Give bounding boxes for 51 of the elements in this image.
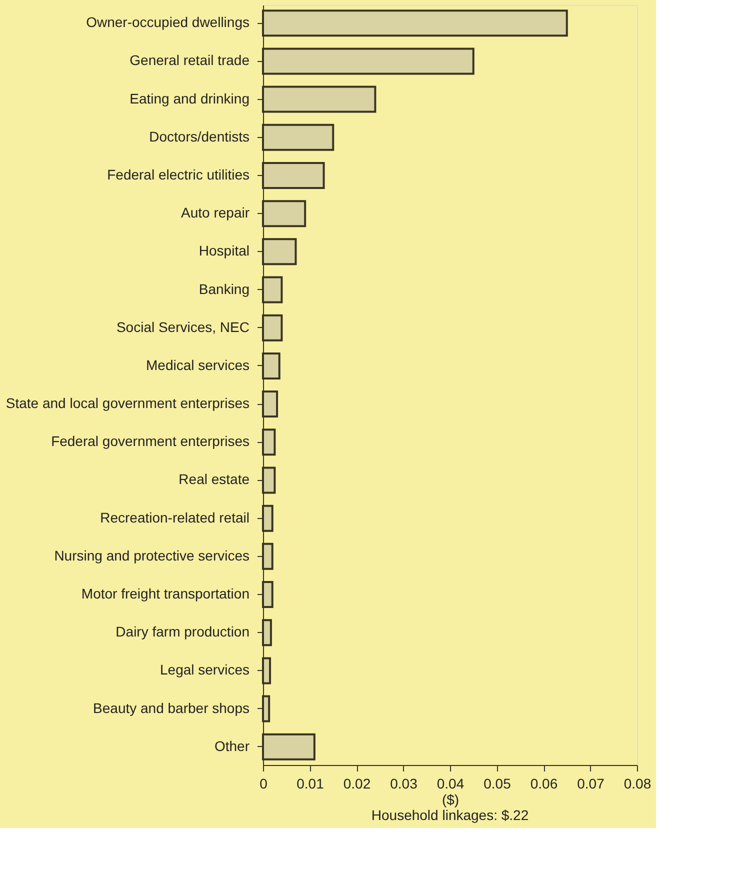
x-tick-label: 0.07: [577, 776, 605, 792]
y-tick-label: State and local government enterprises: [6, 395, 250, 412]
text: Household linkages: $.22: [371, 807, 529, 823]
bar: [262, 695, 270, 722]
bar: [262, 10, 568, 37]
bar: [262, 466, 276, 494]
x-tick-label: 0: [260, 776, 268, 792]
x-axis-title: ($): [442, 792, 460, 808]
x-tick-label: 0.03: [390, 776, 418, 792]
y-tick-label: Other: [214, 738, 250, 754]
bar: [262, 619, 272, 646]
y-tick-label: Recreation-related retail: [100, 509, 250, 526]
bar: [262, 657, 272, 684]
x-tick-label: 0.04: [436, 776, 464, 792]
y-tick-label: Dairy farm production: [116, 624, 250, 640]
y-tick-label: Beauty and barber shops: [93, 700, 250, 716]
bar: [262, 48, 474, 75]
y-tick-label: General retail trade: [130, 52, 250, 68]
bar: [262, 428, 276, 456]
x-tick-label: 0.08: [624, 776, 652, 792]
x-tick-label: 0.01: [296, 776, 324, 792]
y-tick-label: Hospital: [198, 242, 250, 259]
bar: [262, 238, 297, 266]
y-tick-label: Owner-occupied dwellings: [86, 14, 250, 30]
y-tick-label: Doctors/dentists: [149, 128, 250, 144]
y-tick-label: Medical services: [146, 356, 250, 373]
y-tick-label: Legal services: [160, 662, 250, 678]
bar: [262, 504, 274, 532]
bar: [262, 200, 306, 228]
x-tick-label: 0.06: [530, 776, 558, 792]
bar: [262, 581, 274, 608]
bar: [262, 352, 280, 380]
y-tick-label: Federal government enterprises: [51, 433, 250, 450]
y-tick-label: Federal electric utilities: [107, 166, 250, 182]
bar: [262, 124, 334, 151]
bar: [262, 733, 316, 760]
y-tick-label: Eating and drinking: [130, 90, 250, 106]
x-tick-label: 0.05: [484, 776, 512, 792]
bar: [262, 86, 376, 113]
bar: [262, 276, 283, 304]
y-tick-label: Banking: [198, 280, 250, 297]
bar: [262, 162, 325, 189]
y-tick-label: Nursing and protective services: [54, 547, 250, 564]
y-tick-label: Auto repair: [181, 204, 250, 221]
bar: [262, 542, 274, 570]
y-tick-label: Social Services, NEC: [116, 318, 250, 335]
x-tick-label: 0.02: [343, 776, 371, 792]
y-tick-label: Motor freight transportation: [81, 586, 250, 602]
bar: [262, 390, 278, 418]
y-tick-label: Real estate: [178, 471, 250, 488]
bar: [262, 314, 283, 342]
